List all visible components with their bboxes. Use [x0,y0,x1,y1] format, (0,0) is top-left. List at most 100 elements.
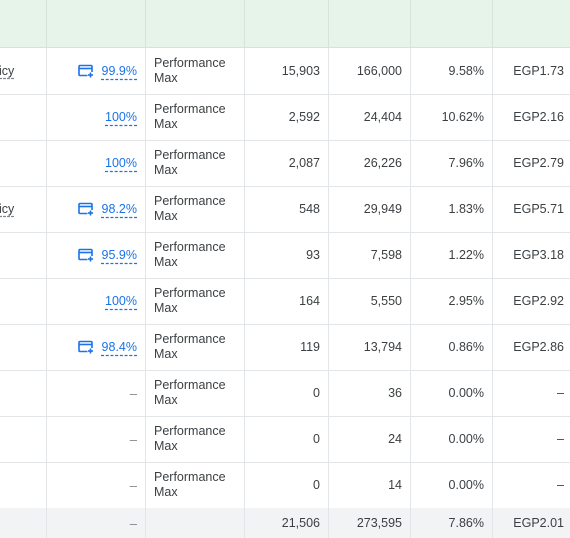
optimization-score[interactable]: 98.4% [101,340,137,354]
campaign-type-line2: Max [154,163,178,177]
header-cell-type [146,0,245,47]
optimization-score-cell: – [47,462,146,508]
impressions: 24 [329,416,411,462]
total-impressions: 273,595 [329,508,411,538]
ctr: 7.96% [411,140,493,186]
campaign-name-cell [0,94,47,140]
campaign-type-line1: Performance [154,56,226,70]
campaign-type-line2: Max [154,393,178,407]
clicks: 0 [245,462,329,508]
table-row[interactable]: 95.9% Performance Max 93 7,598 1.22% EGP3.18 [0,232,570,279]
clicks: 93 [245,232,329,278]
optimization-score-cell: – [47,416,146,462]
optimization-score-cell: 100% [47,278,146,324]
impressions: 26,226 [329,140,411,186]
optimization-score[interactable]: 100% [105,110,137,124]
optimization-score: – [129,431,137,447]
impressions: 166,000 [329,48,411,94]
campaign-type-line2: Max [154,255,178,269]
table-row[interactable]: – Performance Max 0 36 0.00% – [0,370,570,417]
table-row[interactable]: 100% Performance Max 164 5,550 2.95% EGP2.92 [0,278,570,325]
table-row[interactable]: – Performance Max 0 24 0.00% – [0,416,570,463]
avg-cpc: EGP2.16 [513,110,564,124]
impressions: 29,949 [329,186,411,232]
header-cell-clicks [245,0,329,47]
campaign-type-line1: Performance [154,424,226,438]
campaign-name-cell [0,462,47,508]
clicks: 119 [245,324,329,370]
ctr: 1.83% [411,186,493,232]
campaign-type-line2: Max [154,71,178,85]
impressions: 7,598 [329,232,411,278]
campaign-name-cell [0,416,47,462]
optimization-score-cell: 98.2% [47,186,146,232]
impressions: 13,794 [329,324,411,370]
campaign-type-cell: Performance Max [146,94,245,140]
optimization-score: – [129,477,137,493]
campaign-type-cell: Performance Max [146,416,245,462]
header-cell-ctr [411,0,493,47]
total-clicks: 21,506 [245,508,329,538]
total-name-cell [0,508,47,538]
campaign-type-cell: Performance Max [146,370,245,416]
campaign-type-line2: Max [154,209,178,223]
campaign-type-line2: Max [154,301,178,315]
clicks: 548 [245,186,329,232]
impressions: 36 [329,370,411,416]
campaign-type-cell: Performance Max [146,48,245,94]
table-row[interactable]: 100% Performance Max 2,592 24,404 10.62% EGP2.… [0,94,570,141]
ctr: 2.95% [411,278,493,324]
campaign-name-cell [0,140,47,186]
impressions: 24,404 [329,94,411,140]
header-cell-cpc [493,0,570,47]
table-header-row [0,0,570,48]
campaign-type-line1: Performance [154,194,226,208]
optimization-score[interactable]: 100% [105,156,137,170]
ctr: 0.86% [411,324,493,370]
header-cell-optimization [47,0,146,47]
add-recommendation-icon[interactable] [77,340,94,354]
clicks: 15,903 [245,48,329,94]
optimization-score-cell: 100% [47,140,146,186]
campaign-name[interactable]: icy [0,64,15,78]
table-row[interactable]: – Performance Max 0 14 0.00% – [0,462,570,509]
optimization-score-cell: – [47,370,146,416]
header-cell-impressions [329,0,411,47]
campaign-type-line2: Max [154,485,178,499]
impressions: 14 [329,462,411,508]
optimization-score-cell: 95.9% [47,232,146,278]
impressions: 5,550 [329,278,411,324]
clicks: 164 [245,278,329,324]
ctr: 9.58% [411,48,493,94]
add-recommendation-icon[interactable] [77,202,94,216]
optimization-score: – [129,385,137,401]
campaign-type-line1: Performance [154,286,226,300]
table-row[interactable]: 98.4% Performance Max 119 13,794 0.86% EGP2.86 [0,324,570,371]
add-recommendation-icon[interactable] [77,64,94,78]
optimization-score[interactable]: 95.9% [101,248,137,262]
campaign-name[interactable]: icy [0,202,15,216]
campaign-type-line1: Performance [154,470,226,484]
campaign-type-cell: Performance Max [146,186,245,232]
ctr: 0.00% [411,462,493,508]
optimization-score[interactable]: 99.9% [101,64,137,78]
campaign-type-line1: Performance [154,148,226,162]
ctr: 10.62% [411,94,493,140]
campaign-name-cell: icy [0,48,47,94]
campaign-type-line1: Performance [154,240,226,254]
optimization-score[interactable]: 100% [105,294,137,308]
ctr: 0.00% [411,370,493,416]
add-recommendation-icon[interactable] [77,248,94,262]
table-row[interactable]: 100% Performance Max 2,087 26,226 7.96% EGP2.7… [0,140,570,187]
avg-cpc: – [557,478,564,492]
table-row[interactable]: icy 99.9% Performance Max 15,903 166,000 9.58%… [0,48,570,95]
table-row[interactable]: icy 98.2% Performance Max 548 29,949 1.83% EGP5… [0,186,570,233]
total-optimization-cell: – [47,508,146,538]
campaign-name-cell [0,370,47,416]
clicks: 0 [245,370,329,416]
ctr: 0.00% [411,416,493,462]
campaign-name-cell: icy [0,186,47,232]
avg-cpc: EGP2.79 [513,156,564,170]
optimization-score[interactable]: 98.2% [101,202,137,216]
total-type-cell [146,508,245,538]
